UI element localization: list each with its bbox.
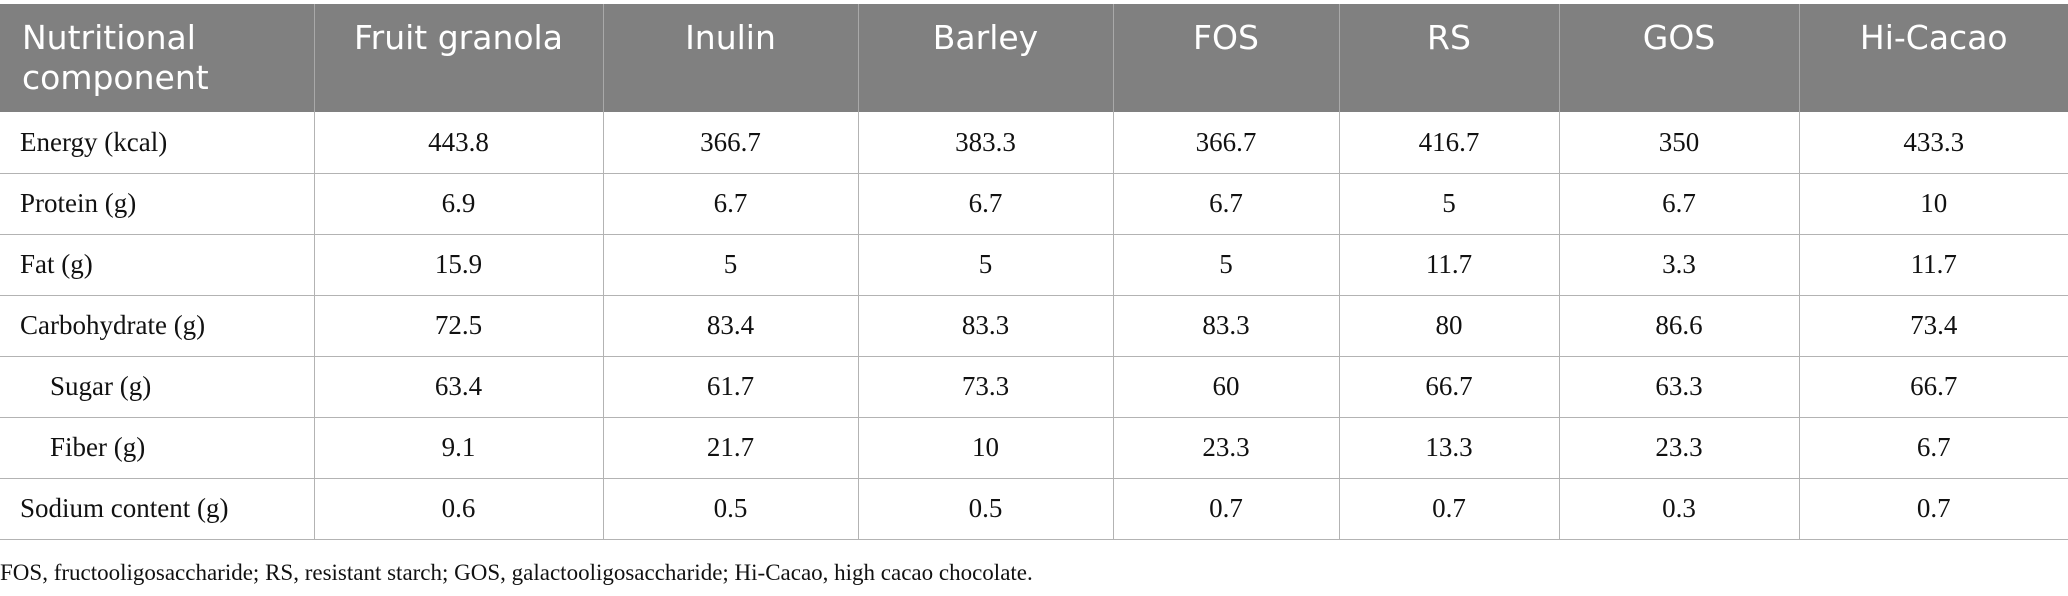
row-label: Carbohydrate (g) [0, 295, 314, 357]
table-cell: 5 [857, 234, 1113, 296]
table-cell: 0.5 [602, 478, 858, 540]
table-row: Fiber (g) 9.1 21.7 10 23.3 13.3 23.3 6.7 [0, 417, 2068, 479]
table-cell: 383.3 [857, 112, 1113, 174]
table-cell: 13.3 [1338, 417, 1559, 479]
row-label: Fiber (g) [0, 417, 314, 479]
table-cell: 0.7 [1112, 478, 1339, 540]
table-cell: 21.7 [602, 417, 858, 479]
row-label: Sugar (g) [0, 356, 314, 418]
column-header-fos: FOS [1112, 4, 1339, 112]
table-cell: 86.6 [1558, 295, 1799, 357]
table-cell: 73.3 [857, 356, 1113, 418]
table-cell: 23.3 [1112, 417, 1339, 479]
table-cell: 416.7 [1338, 112, 1559, 174]
table-cell: 0.3 [1558, 478, 1799, 540]
table-cell: 11.7 [1798, 234, 2068, 296]
row-label: Fat (g) [0, 234, 314, 296]
table-cell: 6.7 [1798, 417, 2068, 479]
table-footnote: FOS, fructooligosaccharide; RS, resistan… [0, 560, 1033, 585]
table-cell: 83.4 [602, 295, 858, 357]
table-cell: 6.7 [1112, 173, 1339, 235]
table-cell: 15.9 [313, 234, 603, 296]
row-label: Energy (kcal) [0, 112, 314, 174]
table-cell: 83.3 [1112, 295, 1339, 357]
nutrition-table-wrapper: Nutritional component Fruit granola Inul… [0, 4, 2068, 540]
table-cell: 6.7 [602, 173, 858, 235]
column-header-gos: GOS [1558, 4, 1799, 112]
header-row: Nutritional component Fruit granola Inul… [0, 4, 2068, 112]
column-header-barley: Barley [857, 4, 1113, 112]
table-row: Sugar (g) 63.4 61.7 73.3 60 66.7 63.3 66… [0, 356, 2068, 418]
table-cell: 9.1 [313, 417, 603, 479]
table-cell: 0.7 [1338, 478, 1559, 540]
nutrition-table: Nutritional component Fruit granola Inul… [0, 4, 2068, 540]
table-cell: 73.4 [1798, 295, 2068, 357]
row-label: Protein (g) [0, 173, 314, 235]
table-cell: 350 [1558, 112, 1799, 174]
table-cell: 63.4 [313, 356, 603, 418]
table-row: Protein (g) 6.9 6.7 6.7 6.7 5 6.7 10 [0, 173, 2068, 235]
column-header-fruit-granola: Fruit granola [313, 4, 603, 112]
table-row: Sodium content (g) 0.6 0.5 0.5 0.7 0.7 0… [0, 478, 2068, 540]
table-cell: 6.7 [1558, 173, 1799, 235]
table-cell: 6.9 [313, 173, 603, 235]
table-cell: 23.3 [1558, 417, 1799, 479]
table-cell: 72.5 [313, 295, 603, 357]
table-cell: 0.7 [1798, 478, 2068, 540]
column-header-rs: RS [1338, 4, 1559, 112]
table-cell: 366.7 [1112, 112, 1339, 174]
table-cell: 10 [1798, 173, 2068, 235]
table-cell: 0.6 [313, 478, 603, 540]
table-cell: 63.3 [1558, 356, 1799, 418]
table-row: Fat (g) 15.9 5 5 5 11.7 3.3 11.7 [0, 234, 2068, 296]
table-cell: 5 [1338, 173, 1559, 235]
table-cell: 11.7 [1338, 234, 1559, 296]
table-cell: 366.7 [602, 112, 858, 174]
table-cell: 443.8 [313, 112, 603, 174]
table-cell: 433.3 [1798, 112, 2068, 174]
table-cell: 5 [1112, 234, 1339, 296]
column-header-hi-cacao: Hi-Cacao [1798, 4, 2068, 112]
table-cell: 6.7 [857, 173, 1113, 235]
table-cell: 80 [1338, 295, 1559, 357]
column-header-inulin: Inulin [602, 4, 858, 112]
table-row: Energy (kcal) 443.8 366.7 383.3 366.7 41… [0, 112, 2068, 174]
row-label: Sodium content (g) [0, 478, 314, 540]
table-cell: 0.5 [857, 478, 1113, 540]
table-cell: 66.7 [1338, 356, 1559, 418]
table-row: Carbohydrate (g) 72.5 83.4 83.3 83.3 80 … [0, 295, 2068, 357]
column-header-component: Nutritional component [0, 4, 314, 112]
table-cell: 3.3 [1558, 234, 1799, 296]
table-cell: 60 [1112, 356, 1339, 418]
table-cell: 83.3 [857, 295, 1113, 357]
table-cell: 5 [602, 234, 858, 296]
table-cell: 61.7 [602, 356, 858, 418]
table-cell: 10 [857, 417, 1113, 479]
table-cell: 66.7 [1798, 356, 2068, 418]
